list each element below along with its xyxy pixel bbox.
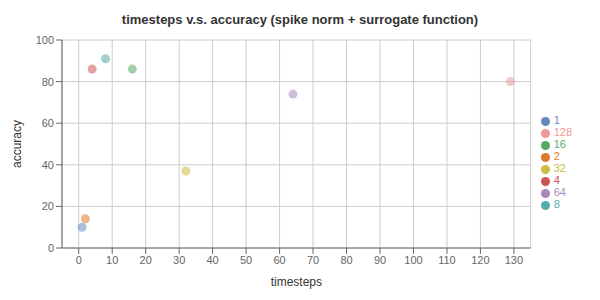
html-text:4: 4	[553, 174, 560, 186]
svg-text:60: 60	[42, 117, 54, 129]
html-text:timesteps v.s. accuracy (spike: timesteps v.s. accuracy (spike norm + su…	[121, 12, 479, 27]
html-text:2: 2	[553, 150, 560, 162]
svg-text:timesteps: timesteps	[271, 275, 322, 289]
svg-text:120: 120	[471, 254, 489, 266]
svg-text:10: 10	[106, 254, 118, 266]
svg-text:0: 0	[76, 254, 82, 266]
svg-text:20: 20	[42, 200, 54, 212]
svg-text:0: 0	[48, 242, 54, 254]
svg-text:100: 100	[404, 254, 422, 266]
html-text:1: 1	[553, 114, 560, 126]
svg-text:130: 130	[505, 254, 523, 266]
svg-text:90: 90	[374, 254, 386, 266]
html-text:32: 32	[553, 162, 566, 174]
html-text:8: 8	[553, 198, 560, 210]
svg-text:110: 110	[438, 254, 456, 266]
svg-text:60: 60	[273, 254, 285, 266]
html-text:64: 64	[553, 186, 566, 198]
svg-text:20: 20	[140, 254, 152, 266]
svg-text:100: 100	[36, 34, 54, 46]
html-text:16: 16	[553, 138, 566, 150]
svg-text:50: 50	[240, 254, 252, 266]
svg-text:30: 30	[173, 254, 185, 266]
svg-text:40: 40	[207, 254, 219, 266]
svg-text:70: 70	[307, 254, 319, 266]
svg-text:80: 80	[340, 254, 352, 266]
svg-text:40: 40	[42, 159, 54, 171]
html-text:128: 128	[553, 126, 572, 138]
svg-text:accuracy: accuracy	[10, 120, 24, 168]
svg-text:80: 80	[42, 76, 54, 88]
